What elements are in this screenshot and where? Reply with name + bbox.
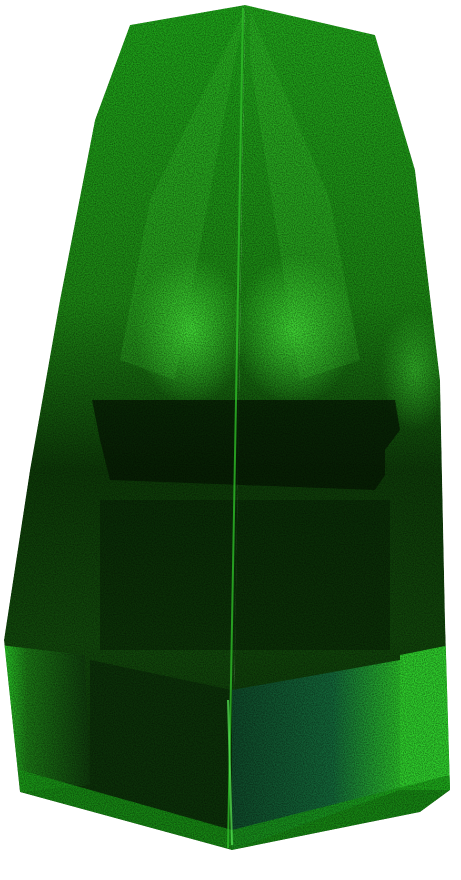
ridge-highlight bbox=[227, 699, 233, 846]
center-ridge bbox=[227, 7, 244, 849]
